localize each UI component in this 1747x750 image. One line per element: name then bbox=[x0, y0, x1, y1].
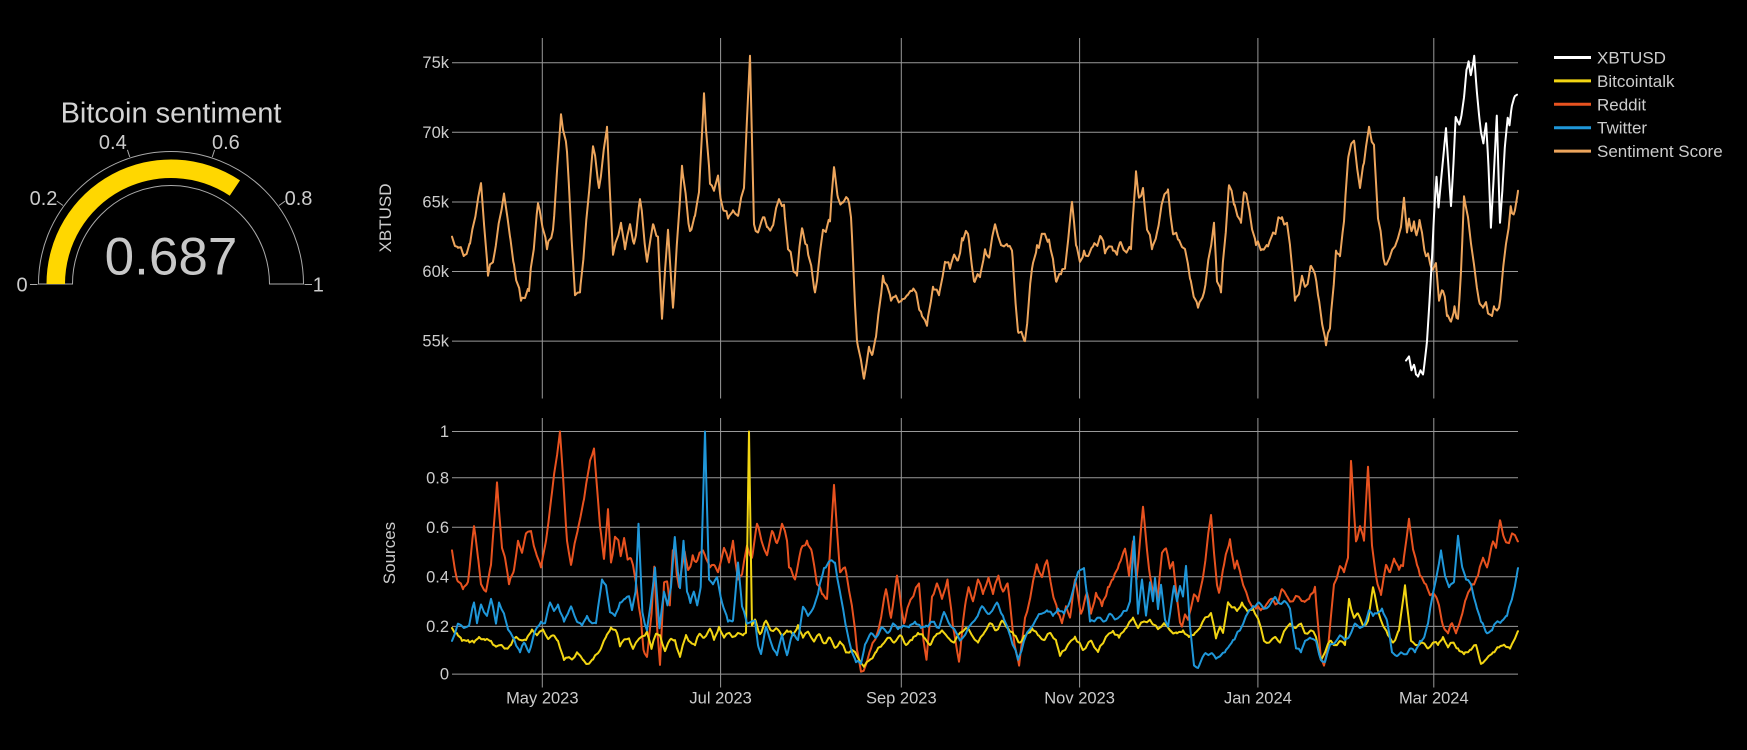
svg-text:Jul 2023: Jul 2023 bbox=[689, 690, 751, 708]
svg-text:1: 1 bbox=[313, 275, 324, 297]
svg-text:Sources: Sources bbox=[380, 522, 399, 584]
svg-text:Mar 2024: Mar 2024 bbox=[1399, 690, 1469, 708]
svg-text:Bitcoin sentiment: Bitcoin sentiment bbox=[61, 98, 282, 130]
svg-text:70k: 70k bbox=[422, 124, 449, 142]
svg-text:1: 1 bbox=[440, 423, 449, 441]
svg-text:May 2023: May 2023 bbox=[506, 690, 578, 708]
svg-text:0.4: 0.4 bbox=[426, 568, 449, 586]
svg-text:Sep 2023: Sep 2023 bbox=[866, 690, 937, 708]
svg-text:0.8: 0.8 bbox=[426, 469, 449, 487]
svg-text:Twitter: Twitter bbox=[1597, 119, 1647, 138]
svg-text:XBTUSD: XBTUSD bbox=[376, 184, 395, 253]
svg-text:65k: 65k bbox=[422, 194, 449, 212]
svg-text:0.4: 0.4 bbox=[99, 132, 127, 154]
svg-text:Sentiment Score: Sentiment Score bbox=[1597, 142, 1723, 161]
svg-text:Jan 2024: Jan 2024 bbox=[1224, 690, 1292, 708]
svg-text:0.687: 0.687 bbox=[105, 228, 238, 287]
svg-text:55k: 55k bbox=[422, 333, 449, 351]
svg-text:0.6: 0.6 bbox=[212, 132, 240, 154]
svg-text:0: 0 bbox=[440, 666, 449, 684]
svg-text:Bitcointalk: Bitcointalk bbox=[1597, 72, 1675, 91]
svg-text:60k: 60k bbox=[422, 263, 449, 281]
svg-text:Reddit: Reddit bbox=[1597, 95, 1646, 114]
svg-text:0.8: 0.8 bbox=[285, 188, 313, 210]
svg-text:0.2: 0.2 bbox=[426, 618, 449, 636]
svg-text:0.6: 0.6 bbox=[426, 519, 449, 537]
svg-text:75k: 75k bbox=[422, 54, 449, 72]
svg-text:Nov 2023: Nov 2023 bbox=[1044, 690, 1115, 708]
svg-text:XBTUSD: XBTUSD bbox=[1597, 49, 1666, 68]
svg-text:0: 0 bbox=[16, 275, 27, 297]
svg-text:0.2: 0.2 bbox=[30, 188, 58, 210]
